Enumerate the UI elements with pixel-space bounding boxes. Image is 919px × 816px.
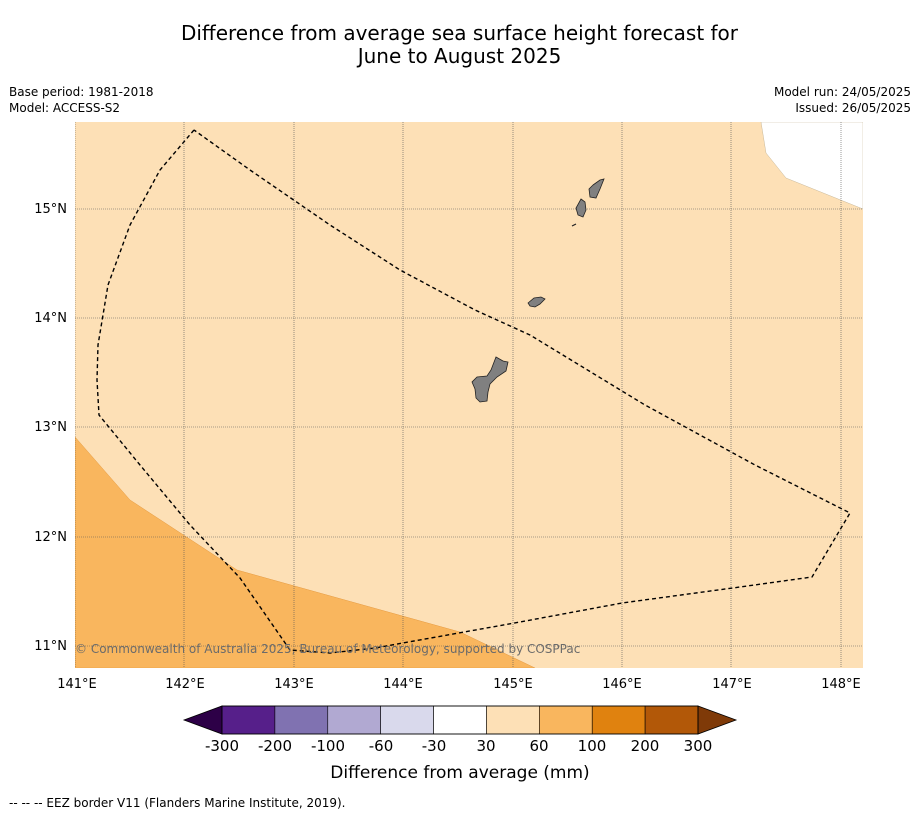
lon-label-145e: 145°E [493,677,533,692]
graticule [75,122,863,668]
lon-label-146e: 146°E [602,677,642,692]
colorbar-high-extend [697,705,738,735]
colorbar-segments [221,705,699,735]
lon-label-148e: 148°E [821,677,861,692]
model-run-text: Model run: 24/05/2025 [773,85,911,99]
title-line-2: June to August 2025 [357,44,562,68]
colorbar-tick-label: -100 [311,737,345,755]
colorbar-ticks: -300 -200 -100 -60 -30 30 60 100 200 300 [205,737,712,755]
colorbar-tick-label: 300 [684,737,713,755]
colorbar: -300 -200 -100 -60 -30 30 60 100 200 300… [182,705,738,783]
saipan-island [588,178,605,199]
colorbar-segment [380,705,434,735]
eez-border [96,129,851,654]
colorbar-segment [644,705,699,735]
lat-label-11n: 11°N [34,639,67,654]
colorbar-tick-label: -300 [205,737,239,755]
base-period-text: Base period: 1981-2018 [9,85,154,99]
lon-label-143e: 143°E [274,677,314,692]
rota-island [527,296,546,308]
colorbar-tick-label: -30 [422,737,447,755]
lon-label-142e: 142°E [165,677,205,692]
colorbar-segment [221,705,276,735]
guam-island [471,356,509,403]
lon-label-147e: 147°E [712,677,752,692]
colorbar-frame [221,705,699,735]
no-data-region [760,122,863,210]
colorbar-low-extend [182,705,223,735]
issued-text: Issued: 26/05/2025 [795,101,911,115]
lat-labels: 15°N 14°N 13°N 12°N 11°N [34,202,67,654]
aguijan-islet [571,223,577,227]
colorbar-tick-label: -200 [258,737,292,755]
colorbar-segment [327,705,381,735]
lon-labels: 141°E 142°E 143°E 144°E 145°E 146°E 147°… [57,677,861,692]
lat-label-15n: 15°N [34,202,67,217]
colorbar-tick-label: -60 [369,737,394,755]
colorbar-segment [274,705,329,735]
lon-label-144e: 144°E [383,677,423,692]
copyright-text: © Commonwealth of Australia 2025, Bureau… [75,642,580,656]
colorbar-segment [433,705,487,735]
colorbar-tick-label: 200 [631,737,660,755]
band-60-100-region [75,436,536,668]
metadata-right: Model run: 24/05/2025 Issued: 26/05/2025 [774,84,911,116]
colorbar-segment [486,705,540,735]
colorbar-label: Difference from average (mm) [330,763,589,783]
lat-label-14n: 14°N [34,311,67,326]
tinian-island [575,198,587,218]
footer-note: -- -- -- EEZ border V11 (Flanders Marine… [9,796,346,810]
title-line-1: Difference from average sea surface heig… [180,21,739,45]
lat-label-13n: 13°N [34,420,67,435]
colorbar-tick-label: 30 [476,737,495,755]
model-text: Model: ACCESS-S2 [9,101,121,115]
lon-label-141e: 141°E [57,677,97,692]
map-panel: © Commonwealth of Australia 2025, Bureau… [75,122,863,668]
colorbar-tick-label: 60 [529,737,548,755]
map-title: Difference from average sea surface heig… [0,22,919,68]
metadata-left: Base period: 1981-2018 Model: ACCESS-S2 [9,84,154,116]
colorbar-segment [591,705,646,735]
colorbar-segment [539,705,593,735]
colorbar-tick-label: 100 [578,737,607,755]
lat-label-12n: 12°N [34,530,67,545]
